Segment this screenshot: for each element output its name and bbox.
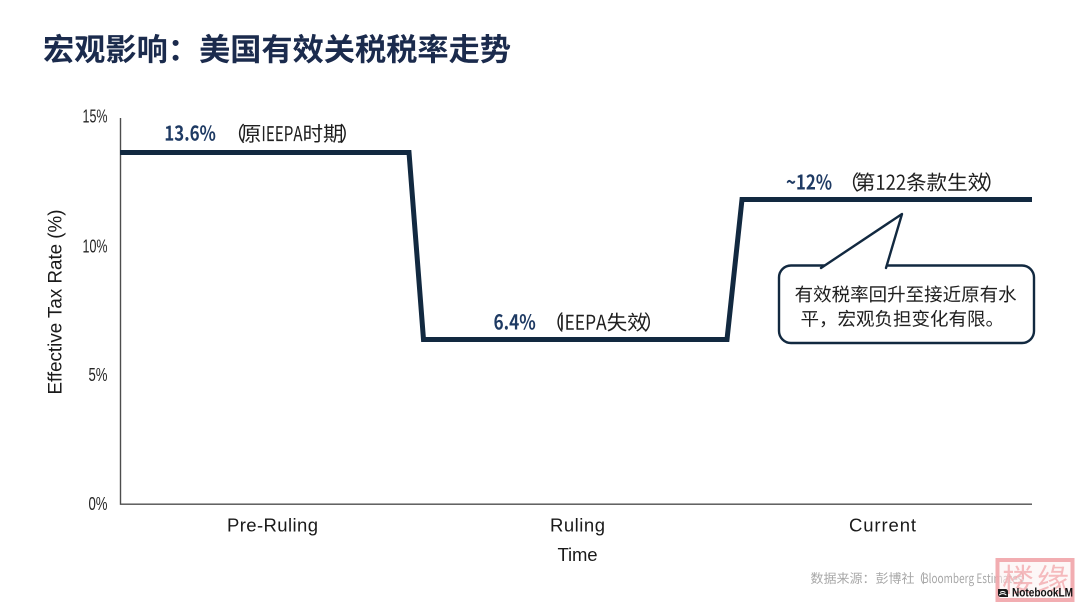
svg-text:15%: 15% <box>83 106 108 127</box>
svg-text:0%: 0% <box>89 493 108 514</box>
svg-text:Time: Time <box>558 544 598 565</box>
svg-text:10%: 10% <box>83 235 108 256</box>
svg-text:Effective Tax Rate (%): Effective Tax Rate (%) <box>46 210 67 395</box>
svg-text:Ruling: Ruling <box>550 515 605 536</box>
svg-text:5%: 5% <box>89 364 108 385</box>
svg-text:Pre-Ruling: Pre-Ruling <box>227 515 318 536</box>
svg-text:Current: Current <box>849 515 916 536</box>
svg-text:NotebookLM: NotebookLM <box>1012 586 1073 600</box>
